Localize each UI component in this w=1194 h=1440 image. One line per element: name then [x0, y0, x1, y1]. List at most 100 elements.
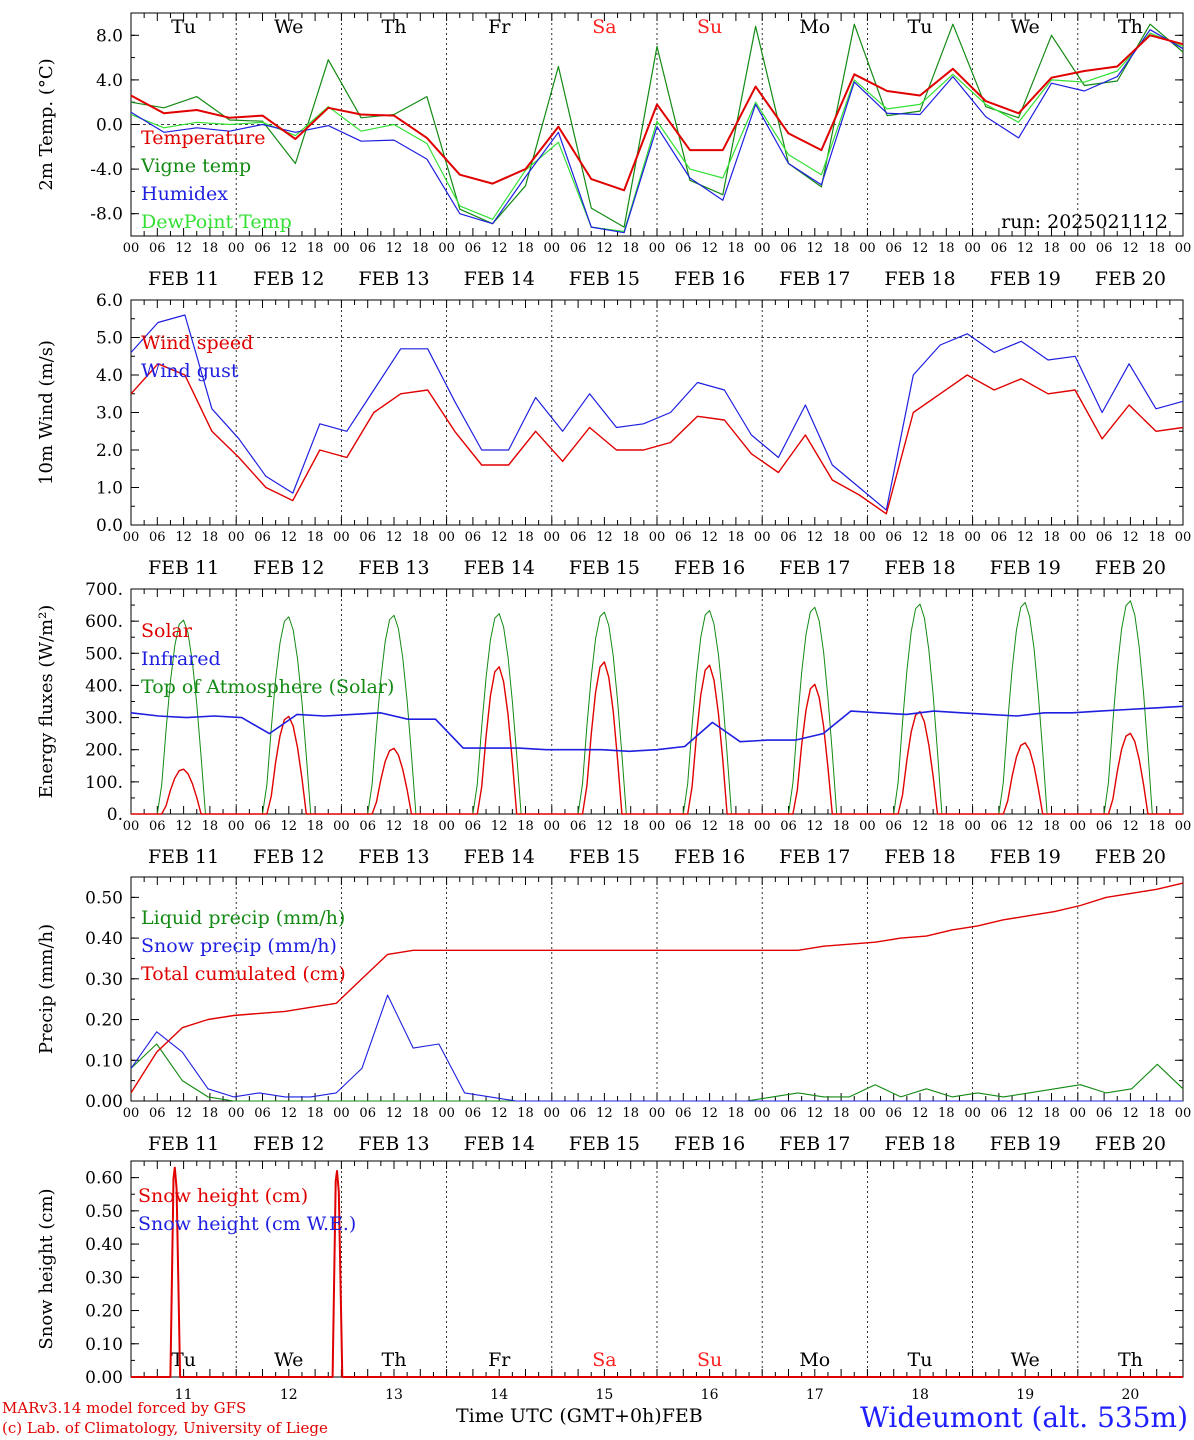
hour-tick-label: 00 — [1175, 819, 1192, 834]
legend-entry: Solar — [141, 620, 193, 642]
hour-tick-label: 18 — [412, 1106, 429, 1121]
date-label: FEB 12 — [253, 557, 324, 579]
hour-tick-label: 18 — [1148, 530, 1165, 545]
hour-tick-label: 06 — [885, 819, 902, 834]
weekday-label: We — [274, 1349, 303, 1371]
weekday-label: Th — [1118, 1349, 1143, 1371]
hour-tick-label: 00 — [544, 1106, 561, 1121]
hour-tick-label: 06 — [780, 241, 797, 256]
hour-tick-label: 00 — [123, 819, 140, 834]
day-number-label: 18 — [911, 1387, 929, 1403]
hour-tick-label: 06 — [254, 241, 271, 256]
hour-tick-label: 00 — [438, 530, 455, 545]
hour-tick-label: 12 — [175, 1106, 192, 1121]
date-label: FEB 11 — [148, 268, 219, 290]
hour-tick-label: 06 — [465, 819, 482, 834]
date-label: FEB 15 — [569, 268, 640, 290]
hour-tick-label: 06 — [780, 1106, 797, 1121]
y-tick-label: 700. — [85, 580, 123, 600]
y-tick-label: 4.0 — [96, 366, 123, 386]
hour-tick-label: 18 — [1043, 530, 1060, 545]
y-tick-label: 0. — [107, 805, 123, 825]
y-tick-label: 200. — [85, 741, 123, 761]
hour-tick-label: 18 — [307, 530, 324, 545]
date-label: FEB 14 — [464, 1133, 535, 1155]
y-tick-label: 0.30 — [85, 1268, 123, 1288]
hour-tick-label: 06 — [465, 241, 482, 256]
date-label: FEB 20 — [1095, 846, 1166, 868]
hour-tick-label: 06 — [570, 241, 587, 256]
y-tick-label: 8.0 — [96, 26, 123, 46]
y-tick-label: 500. — [85, 644, 123, 664]
hour-tick-label: 00 — [649, 530, 666, 545]
hour-tick-label: 06 — [149, 819, 166, 834]
date-label: FEB 12 — [253, 1133, 324, 1155]
temp-series-3 — [130, 32, 1184, 233]
hour-tick-label: 00 — [123, 241, 140, 256]
hour-tick-label: 00 — [228, 241, 245, 256]
hour-tick-label: 00 — [228, 1106, 245, 1121]
hour-tick-label: 12 — [1122, 1106, 1139, 1121]
date-label: FEB 13 — [358, 557, 429, 579]
y-tick-label: 300. — [85, 709, 123, 729]
hour-tick-label: 18 — [622, 819, 639, 834]
hour-tick-label: 00 — [544, 530, 561, 545]
hour-tick-label: 18 — [307, 1106, 324, 1121]
date-label: FEB 20 — [1095, 268, 1166, 290]
hour-tick-label: 00 — [859, 1106, 876, 1121]
date-label: FEB 16 — [674, 557, 745, 579]
y-tick-label: 3.0 — [96, 404, 123, 424]
hour-tick-label: 12 — [807, 530, 824, 545]
date-label: FEB 15 — [569, 846, 640, 868]
date-label: FEB 17 — [779, 1133, 850, 1155]
hour-tick-label: 06 — [675, 819, 692, 834]
y-tick-label: 0.20 — [85, 1011, 123, 1031]
hour-tick-label: 12 — [175, 530, 192, 545]
weekday-label: Fr — [488, 1349, 511, 1371]
hour-tick-label: 12 — [491, 241, 508, 256]
hour-tick-label: 12 — [807, 1106, 824, 1121]
weekday-label: Sa — [592, 1349, 616, 1371]
hour-tick-label: 18 — [1148, 241, 1165, 256]
hour-tick-label: 00 — [1070, 241, 1087, 256]
hour-tick-label: 12 — [1122, 530, 1139, 545]
hour-tick-label: 12 — [701, 241, 718, 256]
date-label: FEB 18 — [884, 268, 955, 290]
hour-tick-label: 00 — [649, 1106, 666, 1121]
hour-tick-label: 18 — [833, 241, 850, 256]
hour-tick-label: 12 — [1017, 1106, 1034, 1121]
hour-tick-label: 12 — [596, 530, 613, 545]
y-tick-label: 0.0 — [96, 116, 123, 136]
hour-tick-label: 18 — [412, 530, 429, 545]
weekday-label: Mo — [799, 1349, 830, 1371]
hour-tick-label: 12 — [912, 1106, 929, 1121]
hour-tick-label: 12 — [912, 241, 929, 256]
hour-tick-label: 00 — [438, 819, 455, 834]
hour-tick-label: 00 — [754, 1106, 771, 1121]
weekday-label: Sa — [592, 16, 616, 38]
run-annotation: run: 2025021112 — [1001, 211, 1168, 233]
hour-tick-label: 06 — [991, 819, 1008, 834]
cumulated-precip-line — [130, 882, 1184, 1094]
hour-tick-label: 00 — [964, 1106, 981, 1121]
hour-tick-label: 06 — [570, 819, 587, 834]
y-tick-label: 4.0 — [96, 71, 123, 91]
hour-tick-label: 06 — [780, 530, 797, 545]
hour-tick-label: 12 — [386, 530, 403, 545]
hour-tick-label: 18 — [622, 241, 639, 256]
hour-tick-label: 00 — [754, 819, 771, 834]
hour-tick-label: 12 — [491, 1106, 508, 1121]
date-label: FEB 15 — [569, 1133, 640, 1155]
x-axis-title-text: Time UTC (GMT+0h) — [456, 1405, 662, 1427]
hour-tick-label: 18 — [938, 241, 955, 256]
weekday-label: Su — [697, 16, 722, 38]
hour-tick-label: 06 — [885, 241, 902, 256]
y-tick-label: 0.60 — [85, 1169, 123, 1189]
hour-tick-label: 00 — [438, 1106, 455, 1121]
temp-series-2 — [130, 29, 1184, 234]
y-axis-label: Energy fluxes (W/m²) — [36, 605, 57, 799]
date-label: FEB 16 — [674, 1133, 745, 1155]
hour-tick-label: 18 — [833, 1106, 850, 1121]
hour-tick-label: 06 — [465, 1106, 482, 1121]
